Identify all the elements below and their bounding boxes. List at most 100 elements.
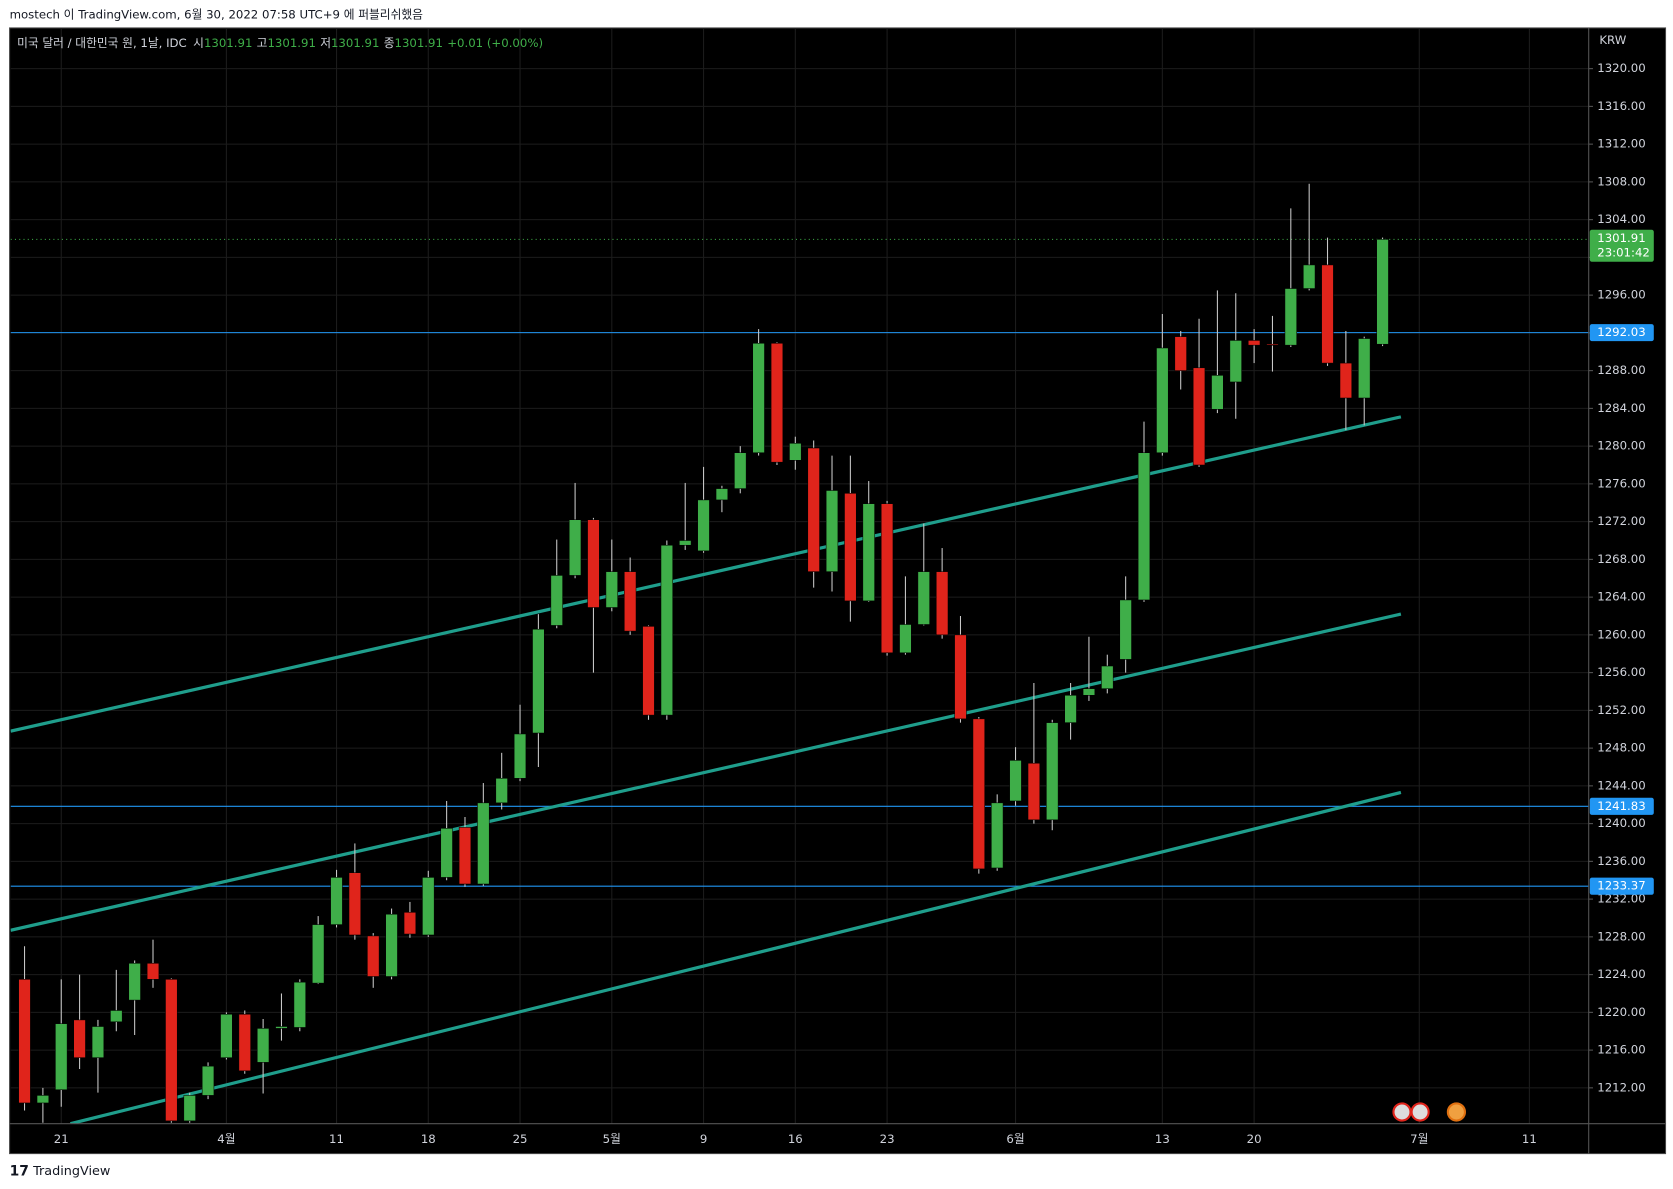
last-price-tag <box>1589 229 1654 262</box>
candle-body <box>18 979 31 1104</box>
y-tick-label: 1220.00 <box>1597 1005 1645 1019</box>
candle-body <box>201 1065 215 1096</box>
y-tick-label: 1264.00 <box>1597 590 1645 604</box>
candle-body <box>275 1026 288 1029</box>
footer-logo: 17 <box>10 1164 29 1180</box>
candle-body <box>1064 695 1077 723</box>
candle-body <box>789 443 802 461</box>
candle-body <box>422 877 435 936</box>
candle-body <box>238 1013 251 1072</box>
y-tick-label: 1244.00 <box>1597 778 1645 792</box>
y-tick-label: 1312.00 <box>1597 137 1645 151</box>
chart-background <box>9 27 1667 1155</box>
y-tick-label: 1272.00 <box>1597 514 1645 528</box>
event-icons <box>1392 1102 1467 1122</box>
candle-body <box>1009 760 1022 802</box>
candle-body <box>862 503 875 602</box>
candle-body <box>403 912 417 935</box>
y-tick-label: 1320.00 <box>1597 61 1645 75</box>
x-tick-label: 11 <box>329 1132 344 1146</box>
header: mostech 이 TradingView.com, 6월 30, 2022 0… <box>10 8 424 22</box>
candle-body <box>1137 452 1151 601</box>
candle-body <box>770 342 784 463</box>
y-tick-label: 1252.00 <box>1597 703 1645 717</box>
x-tick-label: 13 <box>1155 1132 1170 1146</box>
candle-body <box>183 1095 196 1122</box>
x-tick-label: 20 <box>1247 1132 1262 1146</box>
candle-body <box>679 540 692 546</box>
candle-body <box>1247 340 1261 346</box>
y-tick-label: 1284.00 <box>1597 401 1645 415</box>
candle-body <box>165 979 178 1122</box>
ohlc-value: 1301.91 <box>267 35 315 49</box>
last-price-label: 1301.91 <box>1597 231 1645 245</box>
ohlc-label: 고 <box>257 35 268 49</box>
level-label: 1292.03 <box>1597 325 1645 339</box>
x-tick-label: 5월 <box>603 1132 621 1146</box>
candle-body <box>1266 343 1279 346</box>
ohlc-label: 시 <box>193 35 204 49</box>
candle-body <box>110 1010 123 1023</box>
x-tick-label: 11 <box>1522 1132 1537 1146</box>
candle-body <box>899 624 912 654</box>
y-tick-label: 1308.00 <box>1597 174 1645 188</box>
candle-body <box>734 452 747 489</box>
candle-body <box>513 733 527 779</box>
candle-body <box>312 924 325 984</box>
candle-body <box>1046 722 1059 821</box>
candle-body <box>605 571 618 608</box>
x-tick-label: 25 <box>513 1132 528 1146</box>
y-tick-label: 1240.00 <box>1597 816 1645 830</box>
ohlc-value: 1301.91 <box>331 35 379 49</box>
candle-body <box>660 544 673 716</box>
candle-body <box>532 628 545 734</box>
symbol: 미국 달러 / 대한민국 원, 1날, IDC <box>17 35 187 49</box>
candle-body <box>587 519 600 608</box>
y-tick-label: 1296.00 <box>1597 288 1645 302</box>
candle-body <box>752 342 765 454</box>
candle-body <box>1358 338 1371 399</box>
candle-body <box>1101 665 1114 689</box>
footer: TradingView <box>32 1164 110 1179</box>
candle-body <box>1119 599 1132 660</box>
ohlc-label: 종 <box>384 35 395 49</box>
y-tick-label: 1280.00 <box>1597 439 1645 453</box>
level-tag <box>1589 877 1654 895</box>
candle-body <box>1229 340 1242 383</box>
candle-body <box>1376 239 1389 345</box>
candle-body <box>807 447 820 572</box>
y-tick-label: 1268.00 <box>1597 552 1645 566</box>
y-tick-label: 1232.00 <box>1597 892 1645 906</box>
x-tick-label: 21 <box>54 1132 69 1146</box>
candle-body <box>293 981 306 1028</box>
countdown: 23:01:42 <box>1597 246 1650 260</box>
y-tick-label: 1216.00 <box>1597 1043 1645 1057</box>
trend-line <box>10 415 1402 733</box>
x-tick-label: 16 <box>788 1132 803 1146</box>
candle-body <box>256 1028 270 1063</box>
candle-body <box>458 827 472 885</box>
candle-body <box>917 571 930 625</box>
ohlc-value: 1301.91 <box>204 35 252 49</box>
y-tick-label: 1288.00 <box>1597 363 1645 377</box>
candle-body <box>348 872 362 936</box>
x-tick-label: 4월 <box>217 1132 235 1146</box>
legend: 미국 달러 / 대한민국 원, 1날, IDC 시1301.91 고1301.91 저… <box>17 35 543 49</box>
candle-body <box>1211 375 1224 410</box>
trend-line <box>10 612 1402 932</box>
candle-body <box>55 1023 68 1091</box>
candle-body <box>935 571 949 636</box>
candle-body <box>825 490 839 572</box>
x-tick-label: 9 <box>700 1132 707 1146</box>
candle-body <box>1192 367 1206 466</box>
candle-body <box>477 802 490 885</box>
trend-line <box>70 790 1402 1124</box>
y-tick-label: 1228.00 <box>1597 929 1645 943</box>
candle-body <box>642 626 655 716</box>
x-tick-label: 6월 <box>1006 1132 1024 1146</box>
y-tick-label: 1304.00 <box>1597 212 1645 226</box>
candle-body <box>385 913 398 977</box>
currency: KRW <box>1599 33 1626 47</box>
